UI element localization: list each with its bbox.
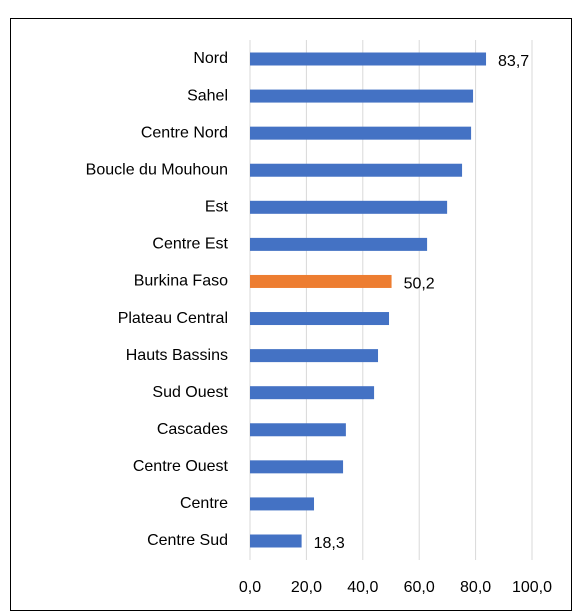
y-tick-label: Sud Ouest — [152, 384, 228, 401]
bar — [250, 386, 375, 400]
y-tick-label: Burkina Faso — [134, 273, 228, 290]
x-tick-label: 0,0 — [239, 579, 261, 596]
bar — [250, 126, 472, 140]
y-tick-label: Centre — [180, 495, 228, 512]
bar — [250, 89, 474, 103]
y-tick-label: Hauts Bassins — [126, 347, 228, 364]
y-tick-label: Sahel — [187, 87, 228, 104]
x-tick-label: 20,0 — [291, 579, 322, 596]
y-tick-label: Centre Nord — [141, 124, 228, 141]
data-label: 83,7 — [498, 53, 529, 70]
x-tick-label: 100,0 — [512, 579, 552, 596]
x-tick-label: 40,0 — [347, 579, 378, 596]
bar — [250, 423, 346, 437]
bar — [250, 349, 379, 363]
y-tick-label: Centre Est — [152, 236, 228, 253]
bar — [250, 200, 448, 214]
y-tick-label: Centre Ouest — [133, 458, 229, 475]
data-label: 18,3 — [314, 535, 345, 552]
bar — [250, 460, 344, 474]
y-tick-label: Cascades — [157, 421, 228, 438]
bar — [250, 237, 428, 251]
y-tick-label: Nord — [193, 50, 228, 67]
y-tick-label: Boucle du Mouhoun — [86, 161, 228, 178]
x-tick-label: 80,0 — [460, 579, 491, 596]
bar — [250, 497, 315, 511]
data-label: 50,2 — [404, 276, 435, 293]
y-tick-label: Centre Sud — [147, 532, 228, 549]
bar — [250, 534, 302, 548]
bar — [250, 52, 487, 66]
y-tick-label: Plateau Central — [118, 310, 228, 327]
bar — [250, 163, 463, 177]
x-tick-label: 60,0 — [404, 579, 435, 596]
y-tick-label: Est — [205, 199, 229, 216]
bar — [250, 274, 392, 288]
bar — [250, 312, 390, 326]
